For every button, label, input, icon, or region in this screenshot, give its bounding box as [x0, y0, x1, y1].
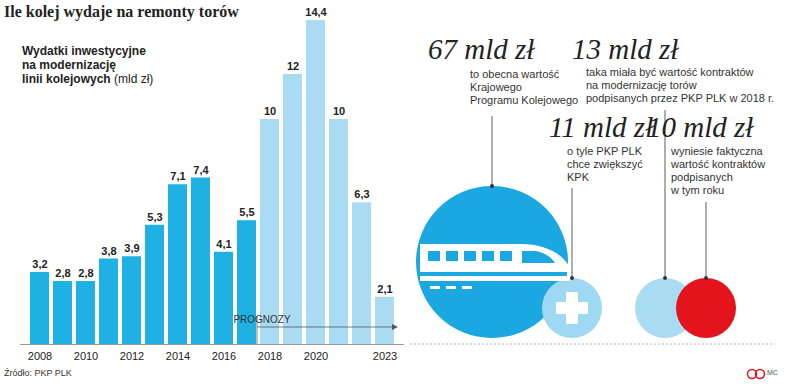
html-text:podpisanych: podpisanych [671, 171, 733, 183]
html-text:Krajowego: Krajowego [470, 81, 522, 93]
svg-text:2014: 2014 [166, 350, 190, 362]
svg-text:6,3: 6,3 [354, 188, 369, 200]
html-text:o tyle PKP PLK: o tyle PKP PLK [567, 145, 642, 157]
svg-text:3,8: 3,8 [101, 245, 116, 257]
html-text:w tym roku: w tym roku [671, 184, 725, 196]
svg-text:5,3: 5,3 [147, 211, 162, 223]
svg-text:4,1: 4,1 [216, 238, 231, 250]
svg-text:2020: 2020 [304, 350, 328, 362]
html-text:Programu Kolejowego: Programu Kolejowego [470, 94, 579, 106]
html-text:wartość kontraktów: wartość kontraktów [671, 158, 766, 170]
html-text:linii kolejowych (mld zł): linii kolejowych (mld zł) [22, 72, 154, 86]
html-text:MC: MC [767, 369, 778, 376]
html-text:na modernizację: na modernizację [22, 58, 116, 72]
svg-text:14,4: 14,4 [305, 6, 327, 18]
svg-text:10: 10 [264, 105, 276, 117]
svg-text:2016: 2016 [212, 350, 236, 362]
html-text:67 mld zł: 67 mld zł [428, 33, 535, 65]
html-text:chce zwiększyć: chce zwiększyć [567, 158, 643, 170]
svg-text:2023: 2023 [373, 350, 397, 362]
html-text:to obecna wartość: to obecna wartość [470, 68, 560, 80]
svg-text:2,1: 2,1 [377, 283, 392, 295]
html-text:na modernizację torów: na modernizację torów [586, 79, 697, 91]
svg-text:2,8: 2,8 [78, 267, 93, 279]
html-text:KPK: KPK [567, 171, 589, 183]
svg-text:3,9: 3,9 [124, 242, 139, 254]
svg-text:12: 12 [287, 60, 299, 72]
svg-text:2008: 2008 [28, 350, 52, 362]
svg-text:2,8: 2,8 [55, 267, 70, 279]
html-text:11 mld zł: 11 mld zł [549, 111, 654, 143]
svg-text:5,5: 5,5 [239, 206, 254, 218]
svg-text:2010: 2010 [74, 350, 98, 362]
svg-text:10: 10 [333, 105, 345, 117]
html-text:Wydatki inwestycyjne: Wydatki inwestycyjne [22, 44, 146, 58]
svg-text:3,2: 3,2 [32, 258, 47, 270]
html-text:podpisanych przez PKP PLK w 20: podpisanych przez PKP PLK w 2018 r. [586, 92, 775, 104]
svg-text:7,4: 7,4 [193, 164, 209, 176]
html-text:wyniesie faktyczna: wyniesie faktyczna [671, 145, 763, 157]
html-text:10 mld zł: 10 mld zł [647, 111, 754, 143]
html-text:Ile kolej wydaje na remonty to: Ile kolej wydaje na remonty torów [4, 3, 239, 20]
html-text:13 mld zł: 13 mld zł [572, 33, 679, 65]
svg-text:2012: 2012 [120, 350, 144, 362]
html-text:taka miała być wartość kontrak: taka miała być wartość kontraktów [586, 66, 754, 78]
svg-text:2018: 2018 [258, 350, 282, 362]
html-text:Źródło: PKP PLK: Źródło: PKP PLK [4, 368, 72, 378]
svg-text:7,1: 7,1 [170, 170, 185, 182]
svg-text:PROGNOZY: PROGNOZY [233, 314, 291, 325]
